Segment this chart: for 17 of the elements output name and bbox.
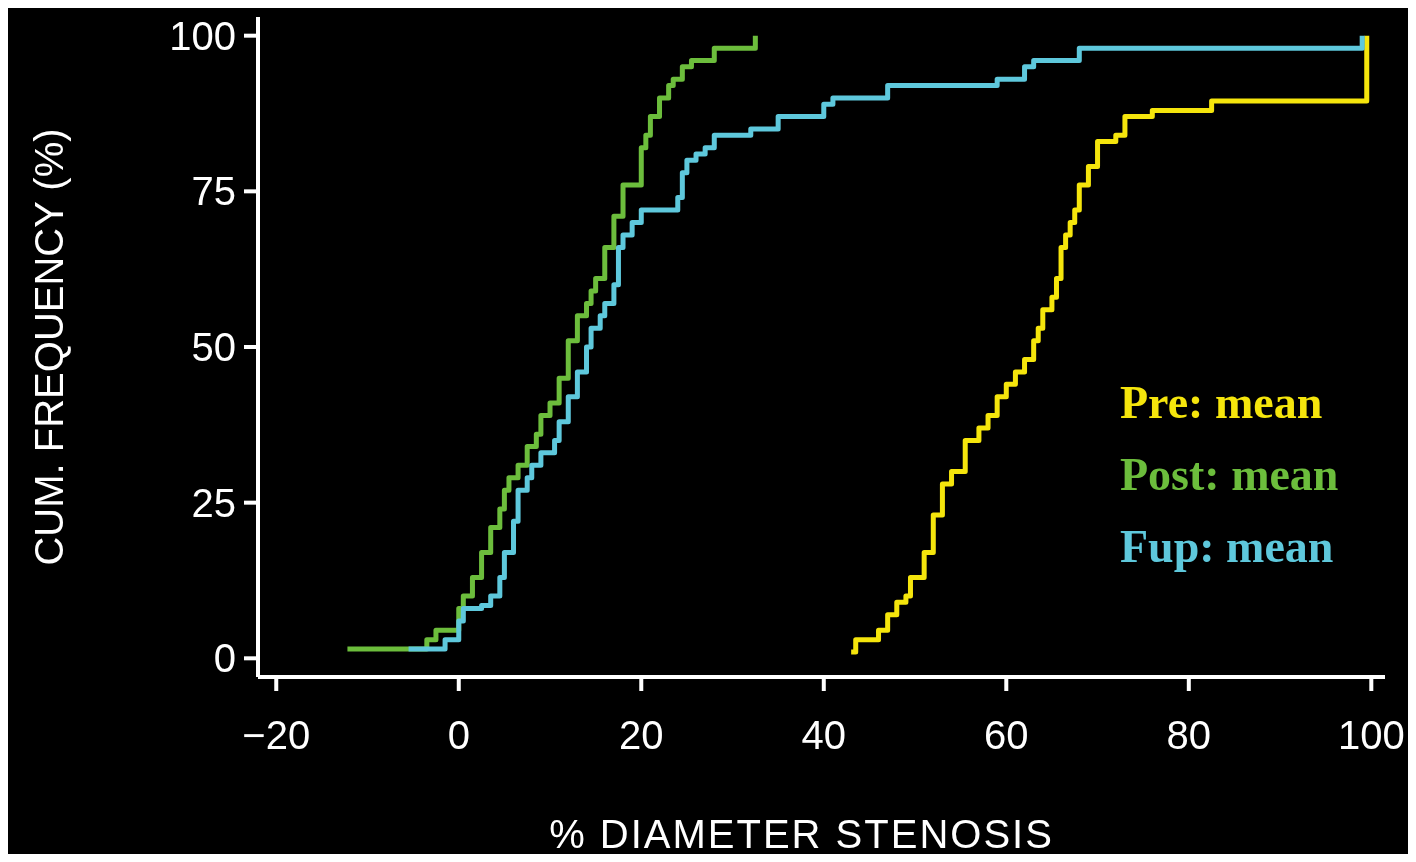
x-tick-label: 60	[984, 713, 1029, 757]
y-tick-label: 0	[213, 636, 236, 681]
x-tick-label: 0	[447, 713, 470, 757]
y-axis-title: CUM. FREQUENCY (%)	[27, 128, 71, 566]
text: Post: mean	[1120, 449, 1339, 500]
x-tick-label: 100	[1337, 713, 1405, 757]
y-tick-label: 50	[191, 325, 236, 369]
x-tick-label: 40	[801, 713, 847, 757]
y-tick-label: 25	[191, 480, 236, 525]
series-label: Pre: mean	[1120, 377, 1323, 428]
y-tick-label: 75	[191, 169, 236, 214]
text: Fup: mean	[1120, 521, 1334, 572]
x-tick-label: −20	[242, 713, 311, 757]
x-tick-label: 80	[1166, 713, 1212, 757]
x-axis-title: % DIAMETER STENOSIS	[549, 812, 1054, 856]
y-tick-label: 100	[169, 13, 236, 58]
x-tick-label: 20	[619, 713, 664, 757]
